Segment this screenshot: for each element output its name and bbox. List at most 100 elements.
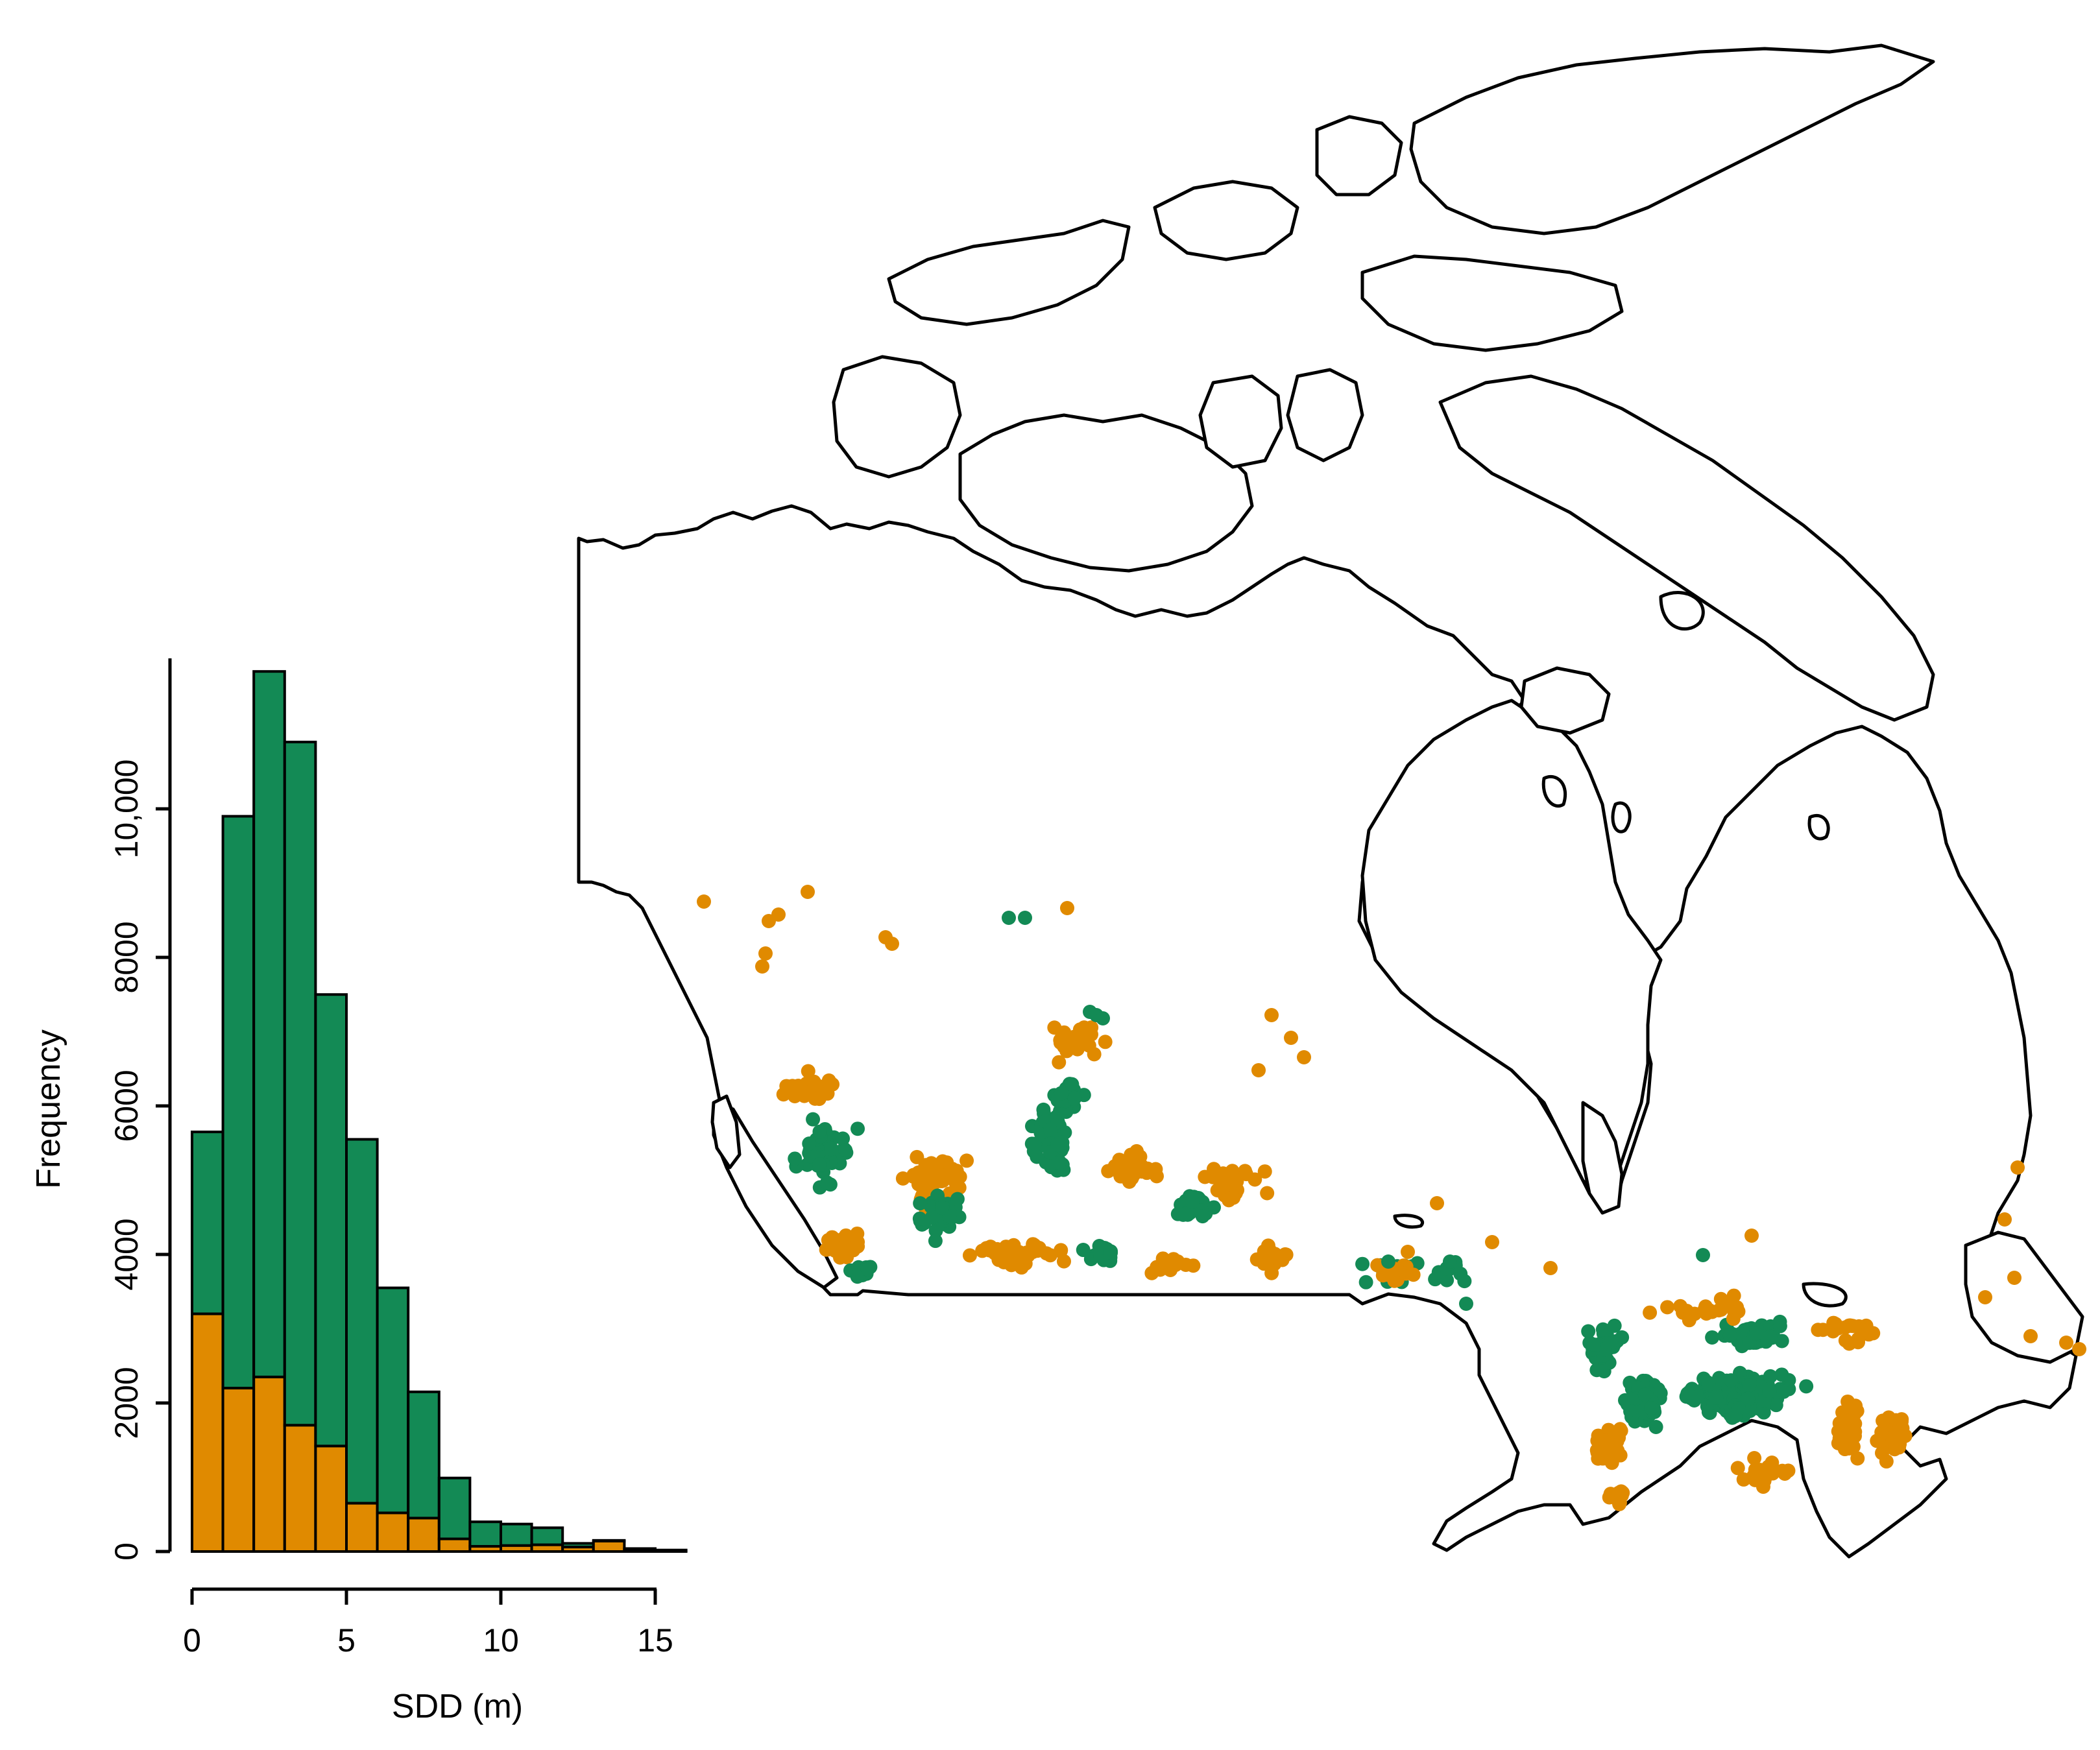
green-point	[913, 1196, 928, 1211]
green-point	[1381, 1254, 1395, 1269]
green-point	[1176, 1207, 1190, 1222]
bar-green	[191, 1131, 224, 1315]
lake	[1611, 801, 1632, 833]
x-tick-label: 5	[337, 1622, 356, 1659]
orange-point	[2023, 1329, 2038, 1343]
bar-green	[283, 740, 317, 1427]
orange-point	[1611, 1428, 1626, 1443]
orange-point	[801, 885, 815, 899]
victoria-island	[958, 413, 1254, 573]
orange-point	[1978, 1290, 1992, 1304]
southampton-island	[1519, 666, 1611, 735]
bar-orange	[191, 1312, 224, 1553]
green-point	[812, 1157, 827, 1172]
green-point	[1772, 1319, 1787, 1334]
green-point	[1028, 1136, 1043, 1151]
orange-point	[1730, 1300, 1744, 1315]
canada-map	[577, 43, 2086, 1559]
green-point	[1644, 1400, 1659, 1415]
orange-point	[1997, 1212, 2012, 1227]
green-point	[860, 1262, 875, 1277]
green-point	[1724, 1373, 1739, 1388]
orange-point	[930, 1168, 945, 1183]
orange-point	[825, 1077, 840, 1092]
bar-orange	[500, 1544, 533, 1553]
orange-point	[1697, 1302, 1712, 1317]
orange-point	[1257, 1164, 1272, 1179]
green-point	[1742, 1378, 1757, 1393]
orange-point	[1278, 1247, 1293, 1262]
bar-orange	[437, 1537, 472, 1553]
orange-point	[1673, 1299, 1688, 1313]
orange-point	[801, 1085, 815, 1100]
y-tick-label: 0	[108, 1542, 145, 1561]
x-ticks: 0 5 10 15	[183, 1589, 673, 1659]
queen-elizabeth-islands-west	[887, 219, 1131, 326]
bar-green	[221, 815, 256, 1390]
green-point	[1732, 1401, 1746, 1416]
orange-point	[1206, 1169, 1221, 1184]
orange-point	[1248, 1172, 1262, 1187]
green-point	[924, 1199, 939, 1214]
bar-orange	[468, 1544, 503, 1553]
banks-island	[832, 355, 962, 479]
orange-point	[1111, 1158, 1126, 1173]
orange-point	[697, 894, 711, 909]
x-axis-title: SDD (m)	[392, 1688, 523, 1725]
ellesmere-island	[1409, 43, 1935, 235]
orange-point	[1726, 1312, 1741, 1326]
orange-point	[1755, 1475, 1770, 1490]
orange-point	[1543, 1261, 1558, 1275]
orange-point	[1260, 1186, 1275, 1201]
orange-point	[771, 907, 786, 922]
orange-point	[885, 937, 899, 951]
orange-point	[1597, 1433, 1612, 1448]
orange-point	[990, 1241, 1005, 1256]
green-point	[1018, 911, 1032, 925]
orange-point	[828, 1241, 843, 1256]
baffin-island	[1438, 374, 1935, 722]
orange-point	[1043, 1248, 1057, 1263]
green-point	[1589, 1363, 1604, 1378]
orange-point	[1401, 1245, 1415, 1259]
orange-point	[910, 1149, 924, 1164]
orange-point	[1264, 1265, 1279, 1280]
bar-green	[252, 670, 286, 1378]
green-point	[1185, 1195, 1200, 1210]
orange-point	[1895, 1427, 1910, 1442]
bar-orange	[283, 1424, 317, 1553]
green-point	[1355, 1256, 1370, 1271]
orange-point	[1838, 1333, 1853, 1348]
green-point	[824, 1142, 839, 1157]
green-point	[1065, 1077, 1080, 1092]
orange-point	[1052, 1055, 1067, 1070]
orange-point	[1251, 1063, 1266, 1077]
orange-point	[1845, 1432, 1860, 1446]
hudson-bay	[1360, 699, 1663, 1202]
orange-point	[1744, 1229, 1759, 1243]
green-point	[838, 1143, 853, 1158]
orange-point	[1126, 1149, 1141, 1164]
green-point	[788, 1151, 803, 1166]
bar-orange	[623, 1548, 657, 1553]
orange-point	[1730, 1461, 1745, 1476]
y-tick-label: 10,000	[108, 760, 145, 859]
orange-point	[1150, 1260, 1165, 1275]
orange-point	[2059, 1336, 2073, 1350]
green-point	[1743, 1404, 1757, 1419]
orange-point	[1816, 1323, 1831, 1337]
lake	[1802, 1282, 1848, 1308]
histogram-bars	[191, 670, 688, 1553]
orange-point	[758, 946, 773, 961]
green-point	[1410, 1256, 1425, 1271]
orange-point	[1222, 1193, 1237, 1208]
green-point	[950, 1192, 965, 1206]
bar-orange	[314, 1444, 348, 1553]
orange-point	[959, 1153, 974, 1168]
lake	[1807, 813, 1830, 841]
orange-point	[1056, 1254, 1071, 1269]
vancouver-island	[712, 1101, 839, 1289]
orange-point	[1249, 1252, 1264, 1267]
green-point	[1104, 1245, 1118, 1260]
green-point	[802, 1136, 817, 1151]
